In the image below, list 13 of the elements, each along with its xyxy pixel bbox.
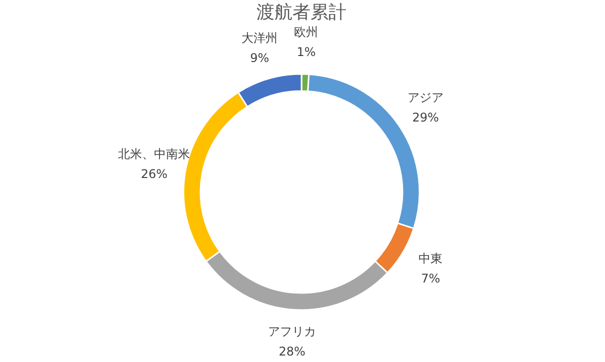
data-label: 28% — [278, 344, 306, 359]
slice-label: アジア — [408, 90, 444, 105]
slice-label: アフリカ — [268, 324, 316, 339]
slice-label: 欧州 — [294, 25, 318, 40]
data-label: 1% — [296, 45, 316, 60]
slice-label: 大洋州 — [242, 30, 278, 45]
data-label: 9% — [250, 50, 270, 65]
data-label: 7% — [421, 271, 440, 286]
slice-label: 北米、中南米 — [118, 146, 190, 161]
data-label: 29% — [412, 110, 439, 125]
data-label: 26% — [140, 166, 168, 181]
slice-label: 中東 — [418, 251, 443, 266]
chart-title: 渡航者累計 — [256, 2, 346, 24]
